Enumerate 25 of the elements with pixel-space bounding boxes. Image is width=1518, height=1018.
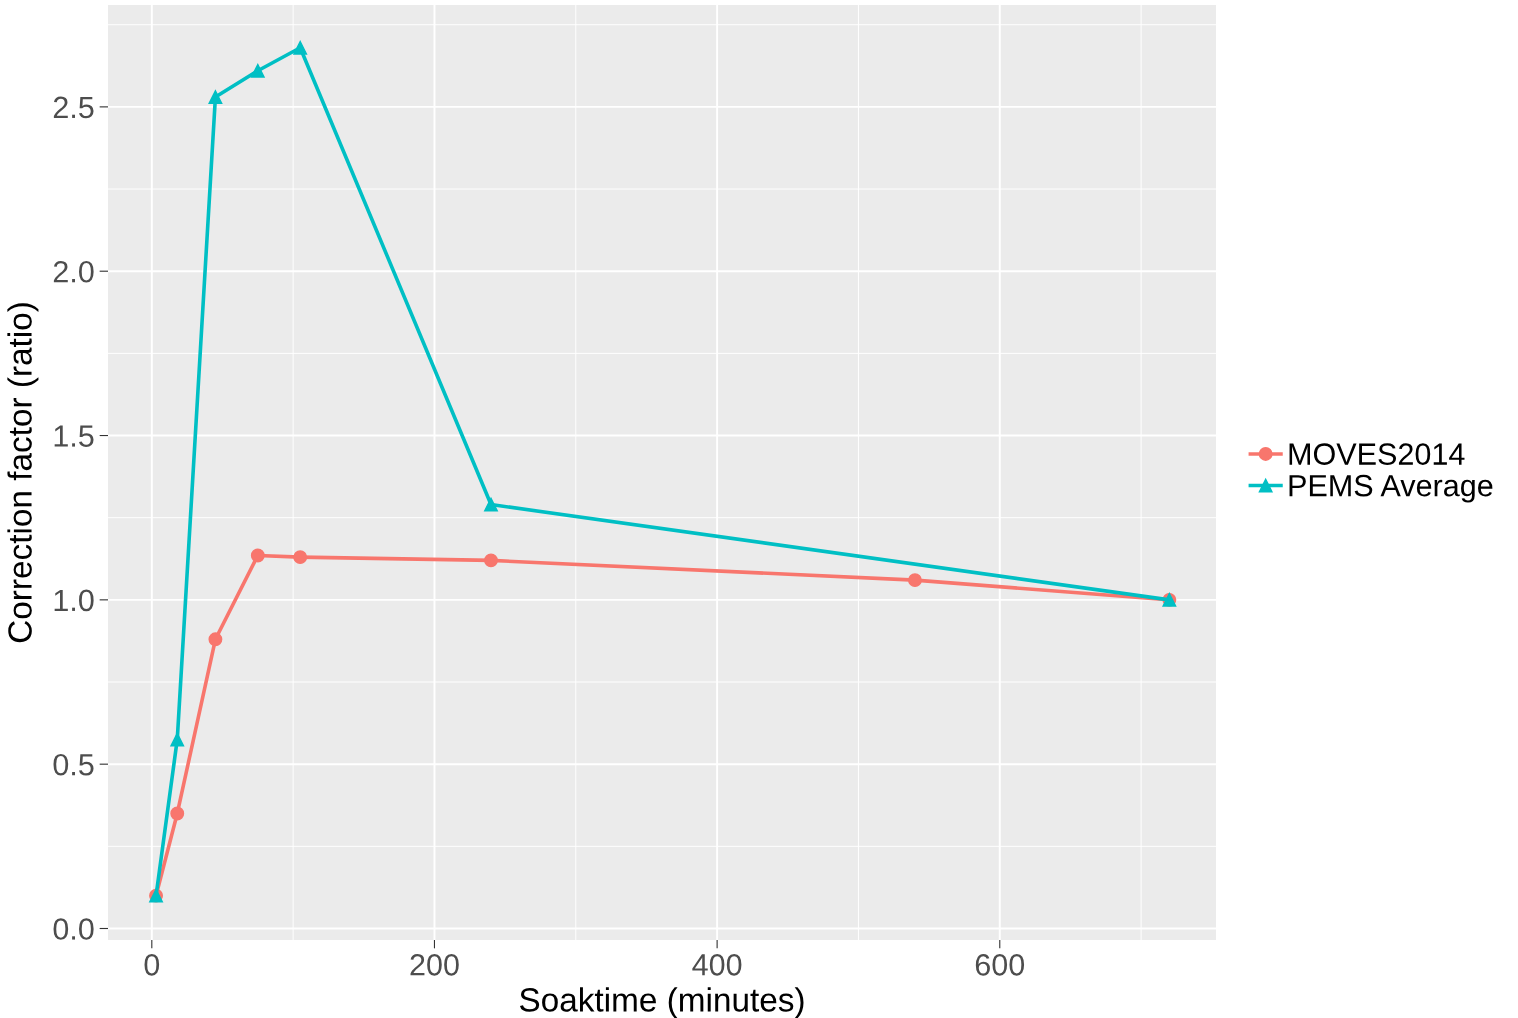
legend-label: PEMS Average xyxy=(1289,474,1493,503)
point xyxy=(484,553,498,568)
x-tick-label: 200 xyxy=(410,954,459,976)
x-tick-label: 400 xyxy=(692,954,742,976)
x-tick-label: 0 xyxy=(144,954,160,976)
x-axis-title: Soaktime (minutes) xyxy=(519,987,804,1018)
point xyxy=(208,90,223,104)
y-tick-label: 0.5 xyxy=(53,753,94,776)
point xyxy=(484,497,498,512)
point xyxy=(293,550,308,565)
point xyxy=(170,732,185,747)
point xyxy=(208,632,223,647)
y-tick-label: 1.5 xyxy=(54,425,94,447)
point xyxy=(250,63,265,78)
point xyxy=(908,573,922,588)
point xyxy=(170,806,185,821)
legend-label: MOVES2014 xyxy=(1289,443,1465,465)
x-tick-label: 600 xyxy=(975,954,1025,976)
point xyxy=(250,548,265,563)
y-tick-label: 0.0 xyxy=(53,918,94,940)
y-tick-label: 2.0 xyxy=(53,260,94,283)
y-tick-label: 2.5 xyxy=(53,96,94,119)
y-tick-label: 1.0 xyxy=(54,589,94,612)
y-axis-title: Correction factor (ratio) xyxy=(7,303,39,643)
point xyxy=(293,40,308,55)
